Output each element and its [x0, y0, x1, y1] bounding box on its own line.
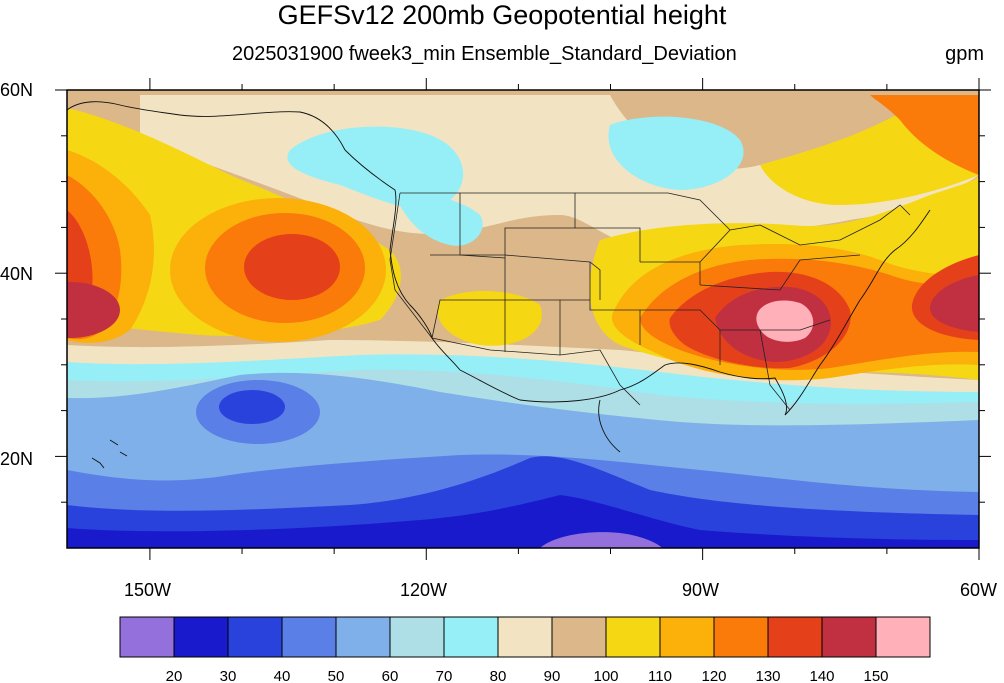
axis-ticks	[55, 78, 991, 560]
colorbar: 20 30 40 50 60 70 80 90 100 110 120 130 140 150	[119, 616, 931, 683]
northeast-130	[870, 95, 979, 175]
colorbar-label: 50	[328, 668, 345, 683]
colorbar-swatch	[659, 616, 715, 658]
colorbar-label: 20	[166, 668, 183, 683]
chart-title: GEFSv12 200mb Geopotential height	[277, 0, 727, 30]
coastlines	[67, 101, 931, 469]
lat-label-20n: 20N	[0, 449, 34, 469]
lon-label-150w: 150W	[124, 580, 172, 600]
colorbar-label: 90	[544, 668, 561, 683]
colorbar-label: 30	[220, 668, 237, 683]
contour-field	[67, 90, 979, 548]
rockies-minimum	[395, 193, 483, 246]
colorbar-swatch	[875, 616, 931, 658]
colorbar-swatch	[173, 616, 229, 658]
hudson-minimum	[608, 116, 744, 190]
lon-label-60w: 60W	[960, 580, 998, 600]
chart-subtitle: 2025031900 fweek3_min Ensemble_Standard_…	[232, 43, 737, 65]
colorbar-label: 140	[809, 668, 834, 683]
colorbar-label: 40	[274, 668, 291, 683]
colorbar-swatch	[767, 616, 823, 658]
colorbar-swatch	[443, 616, 499, 658]
colorbar-swatch	[227, 616, 283, 658]
colorbar-label: 110	[648, 668, 672, 683]
colorbar-swatch	[497, 616, 553, 658]
pacific-low-30-40	[219, 390, 285, 424]
band-below-30	[540, 532, 662, 548]
band-30-40	[67, 456, 979, 548]
state-boundaries	[389, 192, 911, 411]
colorbar-swatch	[119, 616, 175, 658]
colorbar-swatch	[389, 616, 445, 658]
colorbar-swatch	[605, 616, 661, 658]
lon-label-90w: 90W	[682, 580, 720, 600]
colorbar-swatch	[335, 616, 391, 658]
colorbar-swatch	[281, 616, 337, 658]
colorbar-label: 150	[863, 668, 888, 683]
band-100-110-southwest	[437, 290, 542, 346]
colorbar-label: 130	[755, 668, 780, 683]
southeast-150	[756, 300, 814, 342]
atlantic-max	[930, 275, 979, 332]
colorbar-label: 70	[436, 668, 453, 683]
colorbar-label: 60	[382, 668, 399, 683]
band-20-30	[67, 495, 979, 548]
colorbar-swatch	[713, 616, 769, 658]
canada-minimum	[287, 126, 464, 209]
lat-label-60n: 60N	[0, 80, 34, 100]
units-label: gpm	[945, 43, 984, 65]
colorbar-label: 80	[490, 668, 507, 683]
colorbar-label: 120	[701, 668, 726, 683]
colorbar-label: 100	[593, 668, 618, 683]
pacific-high-140	[244, 234, 340, 300]
lon-label-120w: 120W	[400, 580, 448, 600]
lat-label-40n: 40N	[0, 264, 34, 284]
colorbar-swatch	[821, 616, 877, 658]
colorbar-swatch	[551, 616, 607, 658]
west-max	[67, 282, 120, 338]
